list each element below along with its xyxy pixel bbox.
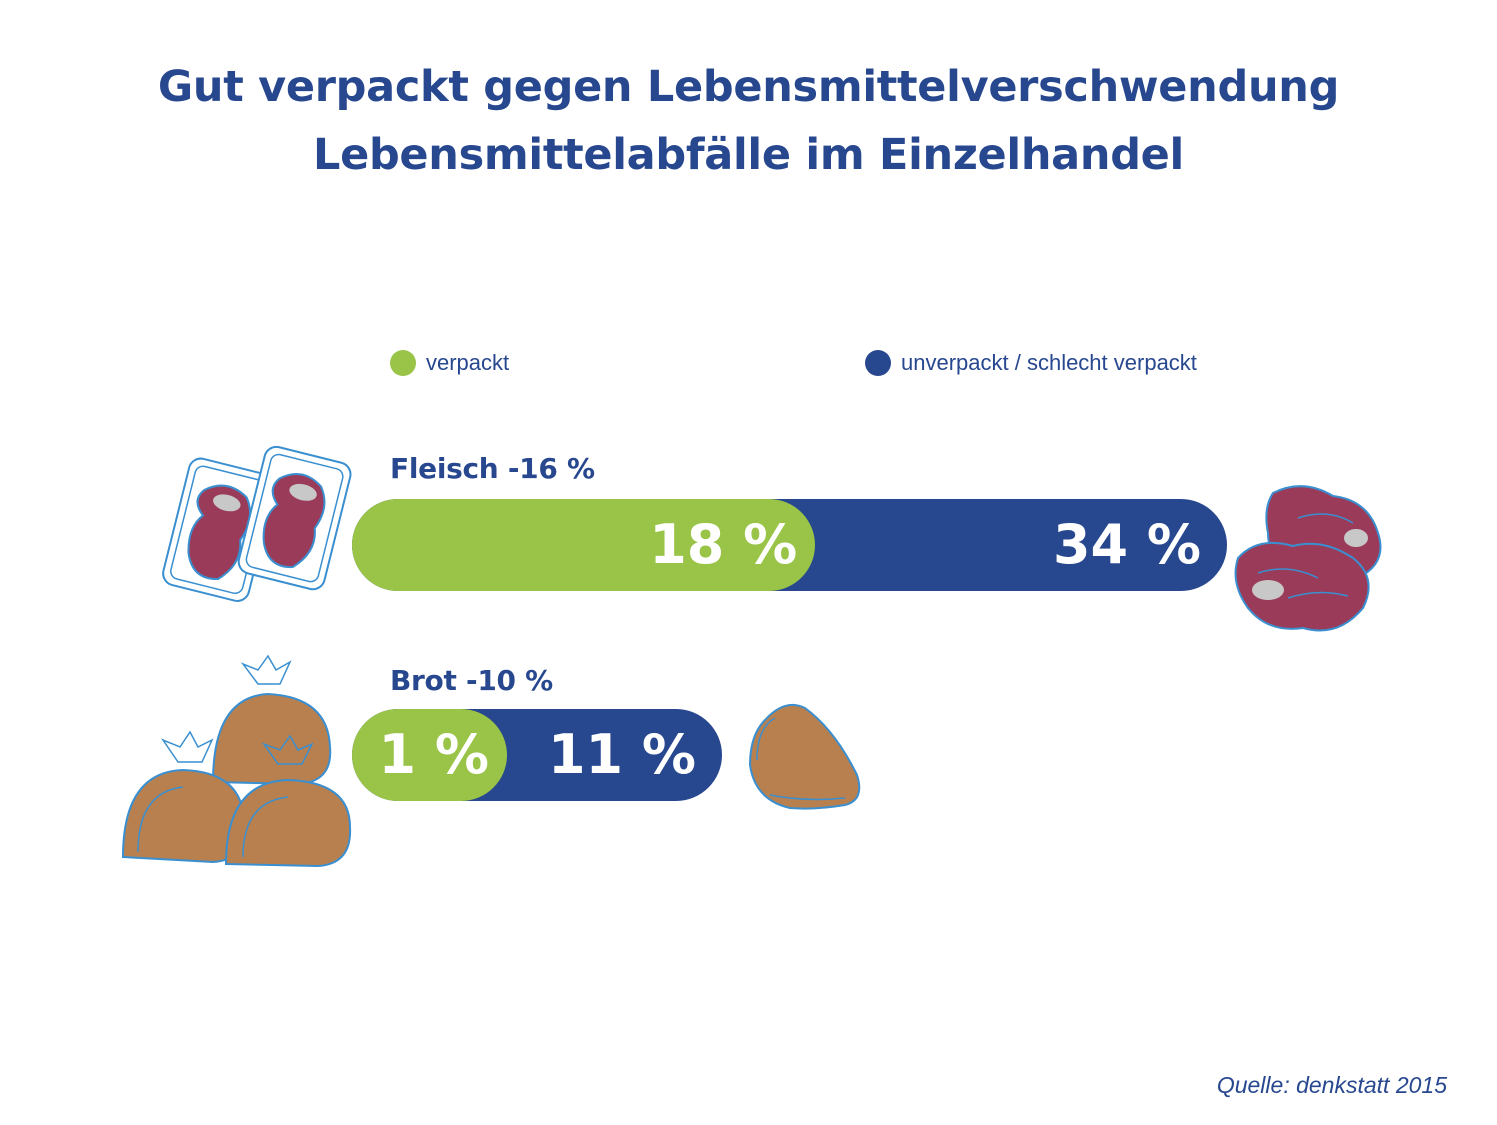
legend-item-unverpackt: unverpackt / schlecht verpackt (865, 350, 1197, 376)
packaged-meat-icon (162, 445, 352, 602)
source-note: Quelle: denkstatt 2015 (1216, 1072, 1447, 1098)
legend-label-verpackt: verpackt (426, 350, 510, 375)
packaged-bread-icon (121, 654, 352, 867)
bar-fleisch-verpackt (352, 499, 816, 591)
value-label-fleisch-verpackt: 18 % (649, 513, 798, 576)
legend-swatch-unverpackt (865, 350, 891, 376)
legend-swatch-verpackt (390, 350, 416, 376)
legend-label-unverpackt: unverpackt / schlecht verpackt (901, 350, 1197, 375)
value-label-brot-verpackt: 1 % (378, 723, 489, 786)
bar-brot: 1 % 11 % (352, 709, 722, 801)
bar-brot-verpackt (352, 709, 507, 801)
legend-item-verpackt: verpackt (390, 350, 509, 376)
category-label-fleisch: Fleisch -16 % (390, 452, 595, 485)
value-label-brot-unverpackt: 11 % (547, 723, 696, 786)
chart-subtitle: Lebensmittelabfälle im Einzelhandel (312, 130, 1184, 180)
meat-pieces-icon (1234, 485, 1382, 632)
chart-title: Gut verpackt gegen Lebensmittelverschwen… (157, 62, 1340, 112)
bread-slice-icon (748, 704, 861, 810)
category-label-brot: Brot -10 % (390, 664, 553, 697)
bar-fleisch: 18 % 34 % (352, 499, 1227, 591)
value-label-fleisch-unverpackt: 34 % (1052, 513, 1201, 576)
